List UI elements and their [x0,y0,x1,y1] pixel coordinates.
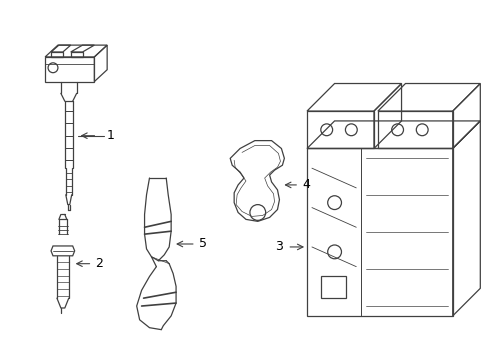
Text: 2: 2 [95,257,103,270]
Text: 4: 4 [302,179,309,192]
Text: 3: 3 [275,240,283,253]
Bar [320,276,346,298]
Text: 5: 5 [198,238,206,251]
Text: 1: 1 [107,129,115,142]
